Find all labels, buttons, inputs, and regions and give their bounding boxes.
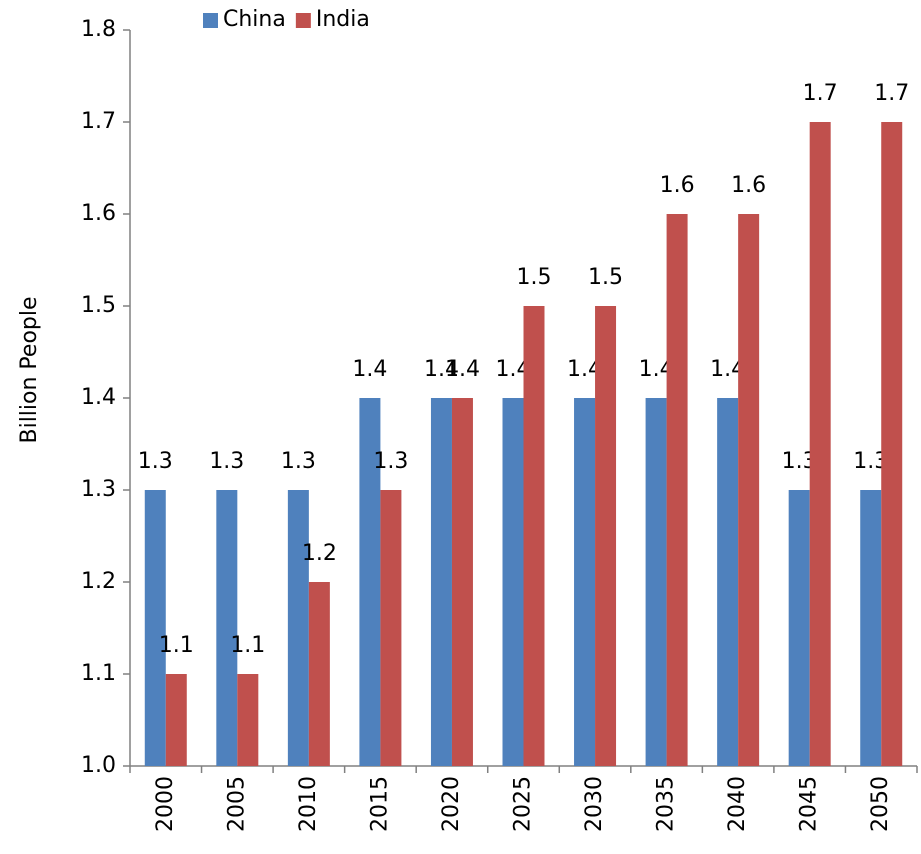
data-label: 1.3 — [209, 449, 244, 474]
y-tick-label: 1.6 — [81, 201, 116, 226]
y-tick-label: 1.1 — [81, 661, 116, 686]
legend-label: China — [223, 7, 286, 32]
x-tick-label: 2040 — [725, 776, 750, 832]
x-tick-label: 2010 — [296, 776, 321, 832]
data-label: 1.1 — [230, 633, 265, 658]
bar — [595, 306, 617, 766]
legend-swatch — [295, 13, 311, 28]
x-tick-label: 2050 — [868, 776, 893, 832]
data-label: 1.4 — [424, 357, 459, 382]
x-tick-label: 2030 — [582, 776, 607, 832]
y-tick-label: 1.5 — [81, 293, 116, 318]
data-label: 1.5 — [517, 265, 552, 290]
x-tick-label: 2015 — [367, 776, 392, 832]
bar — [380, 490, 402, 766]
x-tick-label: 2005 — [224, 776, 249, 832]
data-label: 1.1 — [159, 633, 194, 658]
bar — [451, 398, 473, 766]
x-tick-label: 2000 — [153, 776, 178, 832]
bar — [287, 490, 309, 766]
x-tick-label: 2035 — [654, 776, 679, 832]
bar — [502, 398, 524, 766]
bar — [144, 490, 166, 766]
x-tick-label: 2045 — [797, 776, 822, 832]
bar — [216, 490, 238, 766]
legend-label: India — [316, 7, 370, 32]
bar — [359, 398, 381, 766]
bar — [860, 490, 882, 766]
data-label: 1.6 — [731, 173, 766, 198]
y-tick-label: 1.8 — [81, 17, 116, 42]
y-tick-label: 1.0 — [81, 753, 116, 778]
y-tick-label: 1.7 — [81, 109, 116, 134]
bar — [881, 122, 903, 766]
data-label: 1.2 — [302, 541, 337, 566]
data-label: 1.3 — [138, 449, 173, 474]
data-label: 1.5 — [588, 265, 623, 290]
bar — [308, 582, 330, 766]
x-tick-label: 2020 — [439, 776, 464, 832]
bar — [523, 306, 545, 766]
data-label: 1.3 — [373, 449, 408, 474]
x-tick-label: 2025 — [511, 776, 536, 832]
bar — [788, 490, 810, 766]
bar — [574, 398, 596, 766]
legend-swatch — [203, 13, 218, 28]
data-label: 1.7 — [874, 81, 909, 106]
bar — [738, 214, 760, 766]
data-label: 1.6 — [660, 173, 695, 198]
data-label: 1.3 — [281, 449, 316, 474]
y-tick-label: 1.2 — [81, 569, 116, 594]
y-axis-label: Billion People — [17, 296, 42, 443]
bar — [430, 398, 452, 766]
bar — [666, 214, 688, 766]
y-tick-label: 1.4 — [81, 385, 116, 410]
y-tick-label: 1.3 — [81, 477, 116, 502]
data-label: 1.4 — [445, 357, 480, 382]
bar — [809, 122, 831, 766]
bar — [645, 398, 667, 766]
data-label: 1.7 — [803, 81, 838, 106]
bar — [237, 674, 259, 766]
bar — [717, 398, 739, 766]
data-label: 1.4 — [352, 357, 387, 382]
bar — [165, 674, 187, 766]
